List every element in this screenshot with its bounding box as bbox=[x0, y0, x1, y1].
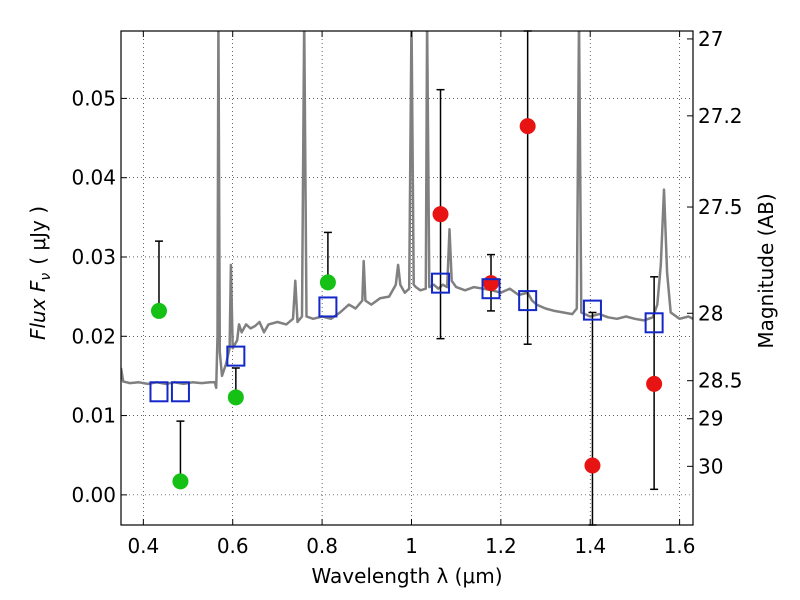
model-photometry-square bbox=[481, 278, 501, 300]
x-tick-label: 0.8 bbox=[306, 534, 338, 558]
x-axis-label: Wavelength λ (μm) bbox=[311, 564, 502, 588]
y-tick-label: 0.02 bbox=[71, 324, 116, 348]
green-point bbox=[172, 473, 189, 490]
model-photometry-square bbox=[518, 290, 538, 312]
model-photometry-square bbox=[431, 272, 451, 294]
right-tick-label: 28.5 bbox=[698, 369, 743, 393]
axis-ticks: 0.4 0.6 0.8 1 1.2 1.4 1.6 0.00 0.01 0.02 0.03 0.04 0… bbox=[71, 27, 742, 558]
right-tick-label: 27.5 bbox=[698, 195, 743, 219]
y-axis-label-main: Flux F bbox=[26, 280, 50, 340]
model-photometry-square bbox=[149, 381, 169, 403]
x-tick-label: 1 bbox=[405, 534, 418, 558]
y-axis-label: Flux Fν ( μJy ) bbox=[26, 206, 54, 340]
right-tick-label: 28 bbox=[698, 301, 723, 325]
y-axis-label-right: Magnitude (AB) bbox=[754, 193, 778, 348]
plot-frame bbox=[120, 30, 694, 526]
y-tick-label: 0.00 bbox=[71, 483, 116, 507]
model-photometry-square bbox=[644, 312, 664, 334]
y-tick-label: 0.03 bbox=[71, 245, 116, 269]
spectrum-line bbox=[121, 31, 693, 390]
model-photometry-square bbox=[170, 381, 190, 403]
red-point bbox=[646, 375, 663, 392]
x-tick-label: 1.6 bbox=[664, 534, 696, 558]
model-photometry-square bbox=[582, 299, 602, 321]
y-tick-label: 0.04 bbox=[71, 166, 116, 190]
x-tick-label: 0.6 bbox=[217, 534, 249, 558]
right-tick-label: 27 bbox=[698, 27, 723, 51]
x-tick-label: 1.2 bbox=[485, 534, 517, 558]
y-tick-label: 0.05 bbox=[71, 86, 116, 110]
y-tick-label: 0.01 bbox=[71, 404, 116, 428]
y-axis-label-subscript: ν bbox=[38, 273, 54, 281]
right-tick-label: 30 bbox=[698, 454, 723, 478]
red-point bbox=[584, 457, 601, 474]
right-tick-label: 29 bbox=[698, 407, 723, 431]
y-axis-label-unit: ( μJy ) bbox=[26, 206, 50, 265]
spectrum-layer bbox=[121, 31, 693, 390]
green-point bbox=[319, 274, 336, 291]
grid-lines bbox=[121, 31, 693, 525]
x-tick-label: 0.4 bbox=[127, 534, 159, 558]
model-photometry-square bbox=[318, 296, 338, 318]
y-axis-label-group: Flux Fν ( μJy ) bbox=[26, 206, 54, 340]
green-point bbox=[227, 389, 244, 406]
data-markers bbox=[149, 118, 664, 490]
red-point bbox=[519, 118, 536, 135]
x-tick-label: 1.4 bbox=[574, 534, 606, 558]
model-photometry-square bbox=[226, 345, 246, 367]
right-tick-label: 27.2 bbox=[698, 104, 743, 128]
red-point bbox=[483, 275, 500, 292]
green-point bbox=[150, 302, 167, 319]
red-point bbox=[432, 206, 449, 223]
